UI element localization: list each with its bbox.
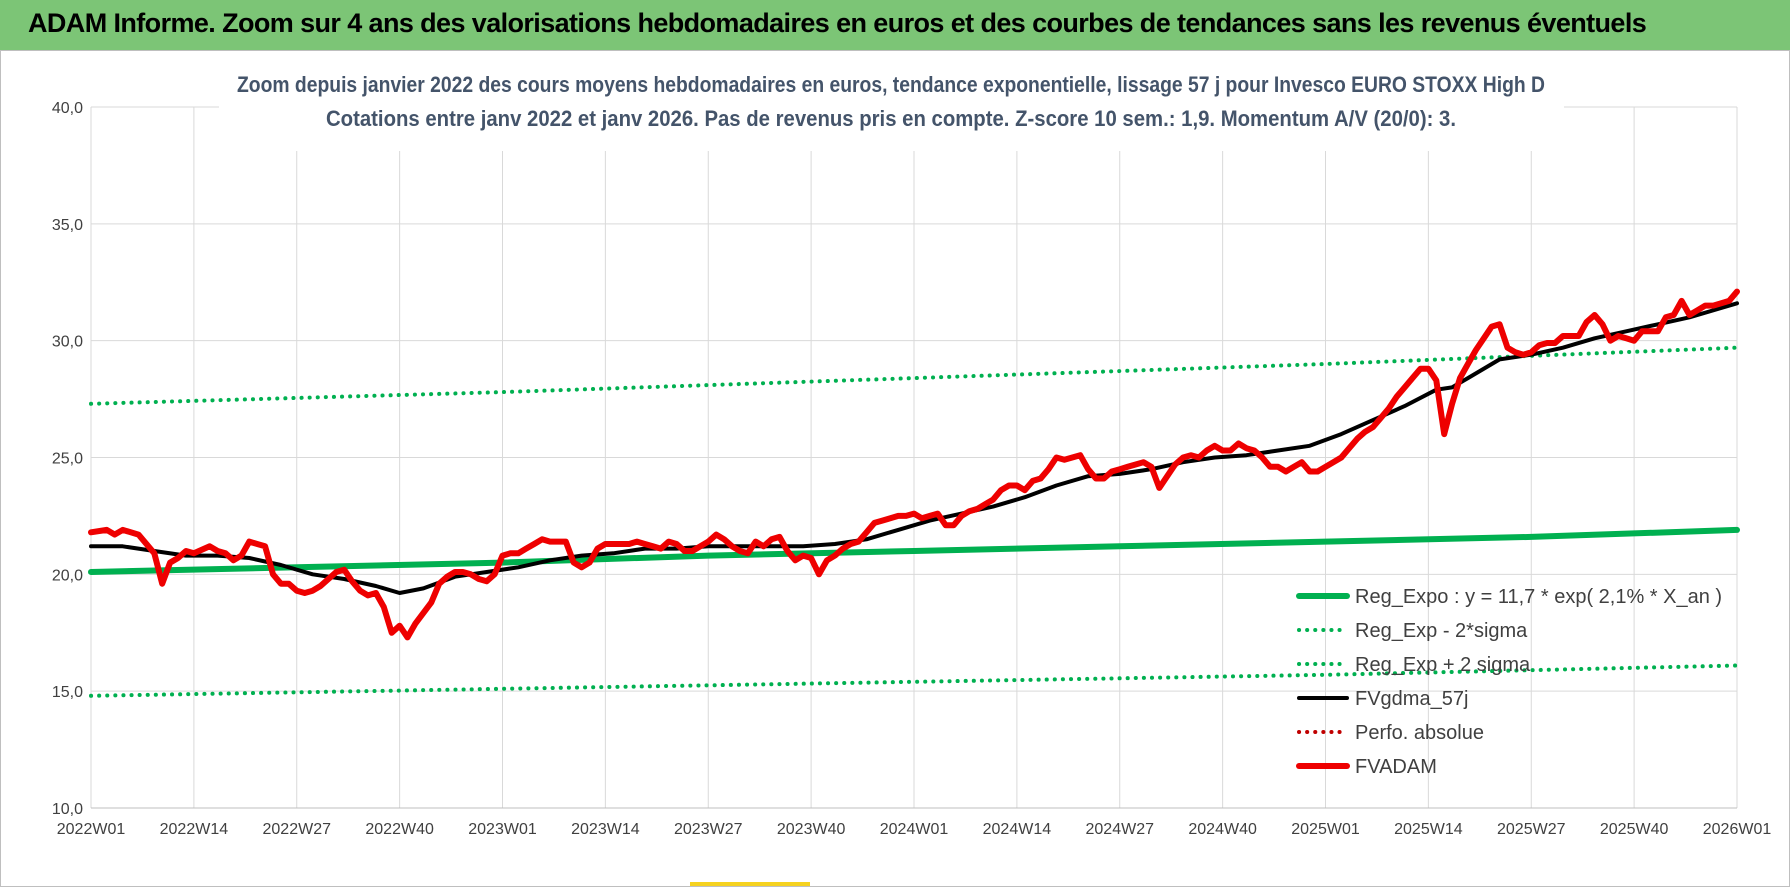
legend-label-3: FVgdma_57j	[1355, 688, 1468, 710]
series-layer	[88, 288, 1740, 698]
y-tick-label: 15,0	[52, 684, 83, 701]
x-tick-label: 2026W01	[1703, 821, 1772, 838]
x-tick-label: 2022W27	[263, 821, 332, 838]
chart-title-line1: Zoom depuis janvier 2022 des cours moyen…	[237, 72, 1545, 97]
banner-title: ADAM Informe. Zoom sur 4 ans des valoris…	[28, 8, 1647, 38]
series-line-5	[88, 288, 1740, 641]
legend-label-1: Reg_Exp - 2*sigma	[1355, 620, 1528, 642]
line-chart: 10,0 15,0 20,0 25,0 30,0 35,0 40,0 2022W01 2022W…	[52, 71, 1771, 838]
x-tick-label: 2022W14	[160, 821, 229, 838]
x-tick-label: 2025W14	[1394, 821, 1463, 838]
x-tick-label: 2024W40	[1188, 821, 1257, 838]
x-tick-label: 2025W27	[1497, 821, 1566, 838]
x-tick-label: 2022W01	[57, 821, 126, 838]
legend-label-0: Reg_Expo : y = 11,7 * exp( 2,1% * X_an )	[1355, 586, 1722, 608]
legend-label-5: FVADAM	[1355, 756, 1437, 778]
x-tick-label: 2023W27	[674, 821, 743, 838]
x-tick-label: 2025W01	[1291, 821, 1360, 838]
legend: Reg_Expo : y = 11,7 * exp( 2,1% * X_an )…	[1296, 586, 1722, 778]
x-tick-label: 2024W27	[1086, 821, 1155, 838]
chart-title-line2: Cotations entre janv 2022 et janv 2026. …	[326, 106, 1456, 131]
series-line-1	[89, 663, 1739, 698]
x-tick-label: 2023W40	[777, 821, 846, 838]
chart-frame: 10,0 15,0 20,0 25,0 30,0 35,0 40,0 2022W01 2022W…	[0, 50, 1790, 887]
y-tick-label: 40,0	[52, 100, 83, 117]
x-tick-label: 2022W40	[365, 821, 434, 838]
legend-label-4: Perfo. absolue	[1355, 722, 1484, 744]
y-tick-label: 20,0	[52, 567, 83, 584]
x-tick-label: 2024W14	[983, 821, 1052, 838]
y-tick-label: 25,0	[52, 451, 83, 468]
x-tick-label: 2023W01	[468, 821, 537, 838]
x-tick-label: 2023W14	[571, 821, 640, 838]
title-background	[219, 71, 1564, 151]
axis-layer: 10,0 15,0 20,0 25,0 30,0 35,0 40,0 2022W01 2022W…	[52, 100, 1771, 838]
legend-label-2: Reg_Exp + 2 sigma	[1355, 654, 1531, 676]
bottom-accent	[690, 882, 810, 886]
y-tick-label: 30,0	[52, 334, 83, 351]
series-line-2	[89, 345, 1739, 406]
grid-layer	[90, 106, 1738, 809]
y-tick-label: 35,0	[52, 217, 83, 234]
x-tick-label: 2024W01	[880, 821, 949, 838]
x-tick-label: 2025W40	[1600, 821, 1669, 838]
series-line-3	[89, 301, 1739, 595]
banner: ADAM Informe. Zoom sur 4 ans des valoris…	[0, 0, 1790, 52]
y-tick-label: 10,0	[52, 801, 83, 818]
series-line-0	[88, 526, 1740, 575]
